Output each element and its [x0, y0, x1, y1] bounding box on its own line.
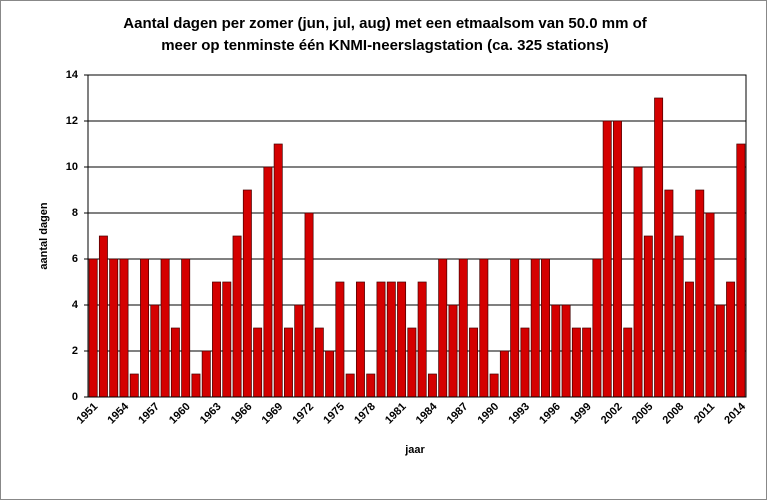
y-tick-label: 12: [66, 115, 78, 127]
bar: [510, 258, 520, 398]
bar: [263, 166, 273, 398]
y-tick-label: 4: [72, 299, 79, 311]
bar: [684, 281, 694, 398]
bar: [366, 373, 376, 398]
bar: [438, 258, 448, 398]
bar: [325, 350, 335, 398]
bar: [376, 281, 386, 398]
bar: [355, 281, 365, 398]
bar: [191, 373, 201, 398]
y-tick-label: 2: [72, 345, 78, 357]
bar: [695, 189, 705, 398]
bar: [541, 258, 550, 398]
bar: [88, 258, 98, 398]
y-tick-label: 6: [72, 253, 78, 265]
bar: [294, 304, 304, 398]
bar: [170, 327, 180, 398]
chart-title: meer op tenminste één KNMI-neerslagstati…: [161, 37, 609, 54]
chart-title: Aantal dagen per zomer (jun, jul, aug) m…: [123, 15, 647, 32]
y-tick-label: 14: [66, 69, 79, 81]
bar: [140, 258, 150, 398]
bar: [417, 281, 427, 398]
x-axis-label: jaar: [404, 444, 425, 456]
bar: [571, 327, 581, 398]
bar: [150, 304, 160, 398]
bar: [643, 235, 653, 398]
y-tick-label: 8: [72, 207, 78, 219]
bar: [654, 97, 664, 398]
bar: [726, 281, 736, 398]
bar: [592, 258, 602, 398]
bar: [530, 258, 540, 398]
y-tick-label: 0: [72, 391, 78, 403]
bar: [232, 235, 242, 398]
bar: [304, 212, 314, 398]
bar: [397, 281, 407, 398]
bar: [664, 189, 674, 398]
bar: [386, 281, 396, 398]
bar: [469, 327, 479, 398]
bar: [458, 258, 468, 398]
bar: [499, 350, 509, 398]
bar: [273, 143, 283, 398]
bar: [520, 327, 530, 398]
bar: [314, 327, 324, 398]
bar: [705, 212, 715, 398]
bar: [715, 304, 725, 398]
bar: [736, 143, 746, 398]
bar: [212, 281, 221, 398]
bar: [129, 373, 139, 398]
bar: [335, 281, 345, 398]
bar: [407, 327, 417, 398]
bar: [98, 235, 108, 398]
bar: [345, 373, 355, 398]
bar: [489, 373, 499, 398]
bar: [119, 258, 129, 398]
bar: [160, 258, 170, 398]
y-axis-label: aantal dagen: [38, 202, 50, 270]
bar: [613, 120, 622, 398]
bar: [633, 166, 643, 398]
bar: [201, 350, 211, 398]
bar: [109, 258, 119, 398]
bar: [582, 327, 592, 398]
bar: [222, 281, 232, 398]
bar: [448, 304, 458, 398]
bar: [242, 189, 252, 398]
bar: [284, 327, 293, 398]
bar: [479, 258, 489, 398]
bar: [181, 258, 191, 398]
bar: [427, 373, 437, 398]
bar: [623, 327, 633, 398]
bar: [674, 235, 684, 398]
y-tick-label: 10: [66, 161, 78, 173]
bar: [551, 304, 561, 398]
bar: [561, 304, 571, 398]
bar: [253, 327, 263, 398]
bar: [602, 120, 612, 398]
